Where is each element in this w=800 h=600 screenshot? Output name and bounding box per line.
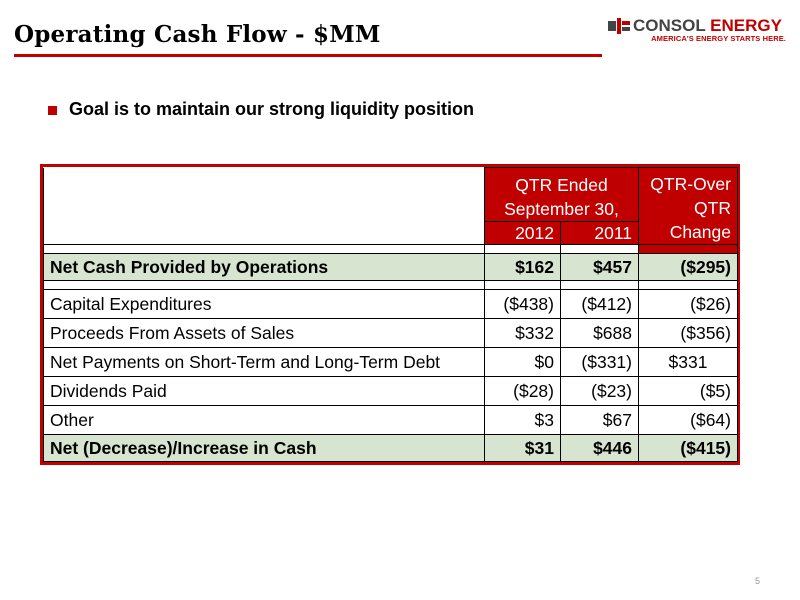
value-change: ($26)	[638, 289, 738, 319]
row-label: Net Cash Provided by Operations	[43, 253, 485, 281]
table-corner-cell	[43, 167, 485, 245]
value-change: ($5)	[638, 376, 738, 406]
spacer-cell	[43, 244, 485, 254]
row-label: Other	[43, 405, 485, 435]
value-change: ($295)	[638, 253, 738, 281]
gap-cell	[560, 280, 639, 290]
logo-mark-icon	[608, 18, 630, 34]
consol-energy-logo: CONSOL ENERGY AMERICA'S ENERGY STARTS HE…	[608, 16, 788, 44]
table-row: Dividends Paid ($28) ($23) ($5)	[43, 376, 738, 406]
gap-cell	[43, 280, 485, 290]
spacer-cell	[638, 244, 738, 254]
logo-name-energy: ENERGY	[705, 16, 782, 35]
title-underline	[14, 54, 602, 57]
bullet-text: Goal is to maintain our strong liquidity…	[69, 99, 474, 119]
year-2011-header: 2011	[560, 221, 639, 245]
cash-flow-table: QTR Ended September 30, QTR-Over QTR Cha…	[40, 164, 740, 465]
year-2012-header: 2012	[484, 221, 561, 245]
row-label: Proceeds From Assets of Sales	[43, 318, 485, 348]
table-row: Net Payments on Short-Term and Long-Term…	[43, 347, 738, 377]
value-change: ($356)	[638, 318, 738, 348]
gap-cell	[484, 280, 561, 290]
value-2011: $688	[560, 318, 639, 348]
slide-title: Operating Cash Flow - $MM	[14, 21, 381, 48]
value-2012: ($438)	[484, 289, 561, 319]
row-label: Net Payments on Short-Term and Long-Term…	[43, 347, 485, 377]
table-row-subtotal: Net Cash Provided by Operations $162 $45…	[43, 253, 738, 281]
value-change: ($415)	[638, 434, 738, 462]
value-2012: $162	[484, 253, 561, 281]
row-label: Net (Decrease)/Increase in Cash	[43, 434, 485, 462]
table-row: Other $3 $67 ($64)	[43, 405, 738, 435]
logo-wordmark: CONSOL ENERGY	[633, 16, 782, 36]
row-label: Dividends Paid	[43, 376, 485, 406]
value-2012: $31	[484, 434, 561, 462]
change-header: QTR-Over QTR Change	[638, 167, 738, 245]
table-row: Capital Expenditures ($438) ($412) ($26)	[43, 289, 738, 319]
logo-name-consol: CONSOL	[633, 16, 706, 35]
value-2012: $3	[484, 405, 561, 435]
page-number: 5	[754, 576, 760, 586]
table-row-total: Net (Decrease)/Increase in Cash $31 $446…	[43, 434, 738, 462]
value-2011: ($412)	[560, 289, 639, 319]
value-2012: $0	[484, 347, 561, 377]
gap-cell	[638, 280, 738, 290]
bullet-square-icon	[48, 105, 57, 115]
value-2011: ($23)	[560, 376, 639, 406]
spacer-cell	[484, 244, 561, 254]
value-2011: ($331)	[560, 347, 639, 377]
value-change: ($64)	[638, 405, 738, 435]
value-2011: $67	[560, 405, 639, 435]
value-2012: ($28)	[484, 376, 561, 406]
value-2011: $457	[560, 253, 639, 281]
value-2011: $446	[560, 434, 639, 462]
spacer-cell	[560, 244, 639, 254]
bullet-point: Goal is to maintain our strong liquidity…	[48, 99, 474, 120]
table-row: Proceeds From Assets of Sales $332 $688 …	[43, 318, 738, 348]
row-label: Capital Expenditures	[43, 289, 485, 319]
value-change: $331	[638, 347, 738, 377]
period-header: QTR Ended September 30,	[484, 167, 639, 222]
logo-tagline: AMERICA'S ENERGY STARTS HERE.	[651, 34, 786, 43]
value-2012: $332	[484, 318, 561, 348]
